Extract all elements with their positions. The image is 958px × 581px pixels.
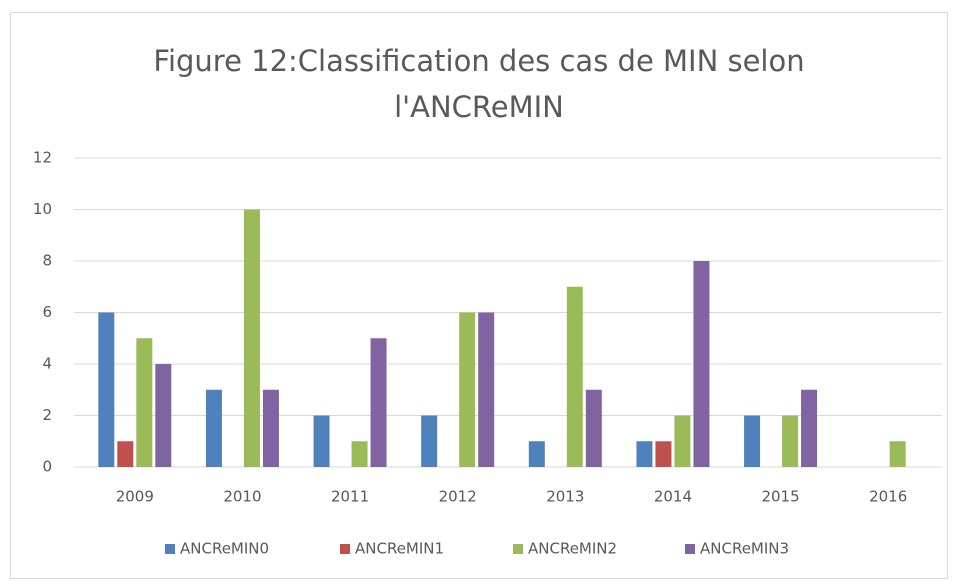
legend-swatch	[513, 544, 523, 554]
legend-swatch	[685, 544, 695, 554]
bar	[528, 441, 545, 467]
bar	[585, 389, 602, 467]
bar	[655, 441, 672, 467]
bar	[155, 364, 172, 467]
bar	[117, 441, 134, 467]
bar	[262, 389, 279, 467]
y-tick-label: 2	[42, 406, 52, 424]
bar	[459, 312, 476, 467]
bar	[889, 441, 906, 467]
legend-label: ANCReMIN0	[180, 540, 269, 558]
y-tick-label: 10	[33, 200, 52, 218]
legend-label: ANCReMIN3	[700, 540, 789, 558]
bar	[782, 415, 799, 467]
bar	[636, 441, 653, 467]
bar	[313, 415, 330, 467]
bar	[801, 389, 818, 467]
x-tick-label: 2014	[654, 488, 692, 506]
chart-frame	[10, 12, 948, 579]
y-tick-label: 12	[33, 149, 52, 167]
legend-label: ANCReMIN2	[528, 540, 617, 558]
y-tick-label: 0	[42, 458, 52, 476]
bar	[205, 389, 222, 467]
x-tick-label: 2012	[439, 488, 477, 506]
legend-swatch	[340, 544, 350, 554]
bar	[98, 312, 115, 467]
x-tick-label: 2016	[869, 488, 907, 506]
x-tick-label: 2013	[546, 488, 584, 506]
x-tick-label: 2009	[116, 488, 154, 506]
bar	[243, 209, 260, 467]
bar	[421, 415, 438, 467]
x-tick-label: 2015	[761, 488, 799, 506]
bar	[136, 338, 153, 467]
bar	[674, 415, 691, 467]
bar	[370, 338, 387, 467]
bar	[351, 441, 368, 467]
bar	[693, 261, 710, 467]
x-tick-label: 2010	[223, 488, 261, 506]
x-tick-label: 2011	[331, 488, 369, 506]
bar	[744, 415, 761, 467]
legend-swatch	[165, 544, 175, 554]
y-tick-label: 6	[42, 303, 52, 321]
legend-label: ANCReMIN1	[355, 540, 444, 558]
bar	[478, 312, 495, 467]
y-tick-label: 4	[42, 355, 52, 373]
bar	[566, 286, 583, 467]
y-tick-label: 8	[42, 252, 52, 270]
chart-title: Figure 12:Classification des cas de MIN …	[153, 44, 805, 124]
